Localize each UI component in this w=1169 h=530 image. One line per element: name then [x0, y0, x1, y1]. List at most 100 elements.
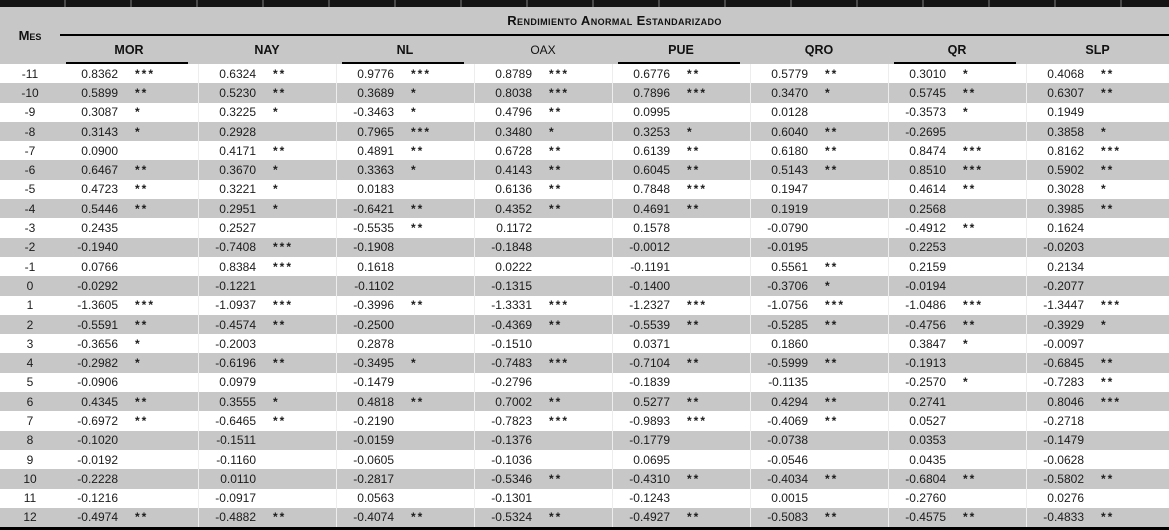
significance-stars: *** — [684, 179, 751, 200]
significance-stars — [1098, 430, 1169, 450]
significance-stars: ** — [822, 121, 889, 142]
significance-stars: * — [1098, 314, 1169, 335]
significance-stars — [1098, 334, 1169, 353]
significance-stars — [960, 237, 1027, 257]
abnormal-return-value: 0.8162 — [1047, 143, 1084, 158]
abnormal-return-value: -0.1511 — [198, 430, 270, 450]
significance-stars — [408, 430, 475, 450]
abnormal-return-value: -0.3573 — [905, 105, 946, 120]
abnormal-return-value: 0.8510 — [888, 160, 960, 180]
significance-stars: ** — [684, 507, 751, 528]
significance-stars — [960, 411, 1027, 431]
abnormal-return-value: -0.5535 — [353, 221, 394, 236]
significance-stars — [132, 276, 199, 296]
abnormal-return-value: 0.1172 — [496, 221, 532, 236]
abnormal-return-value: 0.8038 — [474, 83, 546, 103]
significance-stars — [132, 372, 199, 393]
significance-stars: ** — [546, 507, 613, 528]
month-value: 6 — [0, 392, 60, 412]
significance-stars: * — [960, 334, 1027, 354]
abnormal-return-value: 0.4171 — [219, 143, 256, 158]
significance-stars — [546, 218, 613, 238]
significance-stars — [270, 372, 337, 393]
month-value: 11 — [23, 491, 37, 506]
abnormal-return-value: 0.4796 — [495, 105, 532, 120]
significance-stars — [408, 314, 475, 335]
significance-stars: ** — [960, 469, 1027, 489]
significance-stars: ** — [132, 314, 199, 335]
significance-stars: * — [270, 392, 337, 412]
significance-stars — [408, 334, 475, 354]
month-value: -3 — [24, 221, 36, 236]
table-row: 12 -0.4974 ** -0.4882 ** -0.4074 ** -0.5324 ** -0… — [0, 507, 1169, 528]
abnormal-return-value: -0.1243 — [629, 491, 670, 506]
abnormal-return-value: -1.3447 — [1043, 298, 1084, 313]
abnormal-return-value: 0.0695 — [633, 452, 670, 467]
significance-stars: *** — [1098, 392, 1169, 412]
abnormal-return-value: 0.8362 — [81, 66, 118, 81]
significance-stars: * — [1098, 121, 1169, 142]
abnormal-return-value: 0.2527 — [219, 221, 256, 236]
significance-stars: ** — [546, 199, 613, 219]
abnormal-return-value: 0.3143 — [60, 121, 132, 142]
abnormal-return-value: 0.3363 — [336, 160, 408, 180]
significance-stars: ** — [1101, 66, 1115, 81]
significance-stars — [270, 218, 337, 238]
abnormal-return-value: 0.3253 — [612, 121, 684, 142]
significance-stars — [270, 121, 337, 142]
abnormal-return-value: -0.0192 — [77, 452, 118, 467]
abnormal-return-value: 0.7848 — [633, 182, 670, 197]
significance-stars — [822, 237, 889, 257]
abnormal-return-value: 0.3555 — [198, 392, 270, 412]
significance-stars — [684, 256, 751, 277]
abnormal-return-value: -0.4974 — [60, 507, 132, 528]
abnormal-return-value: -0.5324 — [474, 507, 546, 528]
abnormal-return-value: 0.5899 — [60, 83, 132, 103]
row-header-label: Mes — [0, 7, 60, 64]
abnormal-return-value: -1.0486 — [905, 298, 946, 313]
abnormal-return-value: 0.2741 — [888, 392, 960, 412]
significance-stars: * — [132, 121, 199, 142]
significance-stars — [684, 449, 751, 470]
abnormal-return-value: -0.0012 — [612, 237, 684, 257]
table-row: 4 -0.2982 * -0.6196 ** -0.3495 * -0.7483 *** -0.7… — [0, 353, 1169, 373]
significance-stars: ** — [132, 160, 199, 180]
significance-stars: *** — [822, 295, 889, 315]
significance-stars — [408, 256, 475, 277]
significance-stars: ** — [684, 141, 751, 161]
abnormal-return-value: 0.5446 — [60, 199, 132, 219]
table-row: -5 0.4723 ** 0.3221 * 0.0183 0.6136 ** 0.7848 ***… — [0, 179, 1169, 200]
abnormal-return-value: 0.0183 — [357, 182, 394, 197]
abnormal-return-value: 0.1624 — [1047, 221, 1084, 236]
month-value: -2 — [0, 237, 60, 257]
abnormal-return-value: -0.0738 — [750, 430, 822, 450]
abnormal-return-value: -0.5802 — [1026, 469, 1098, 489]
significance-stars: ** — [684, 199, 751, 219]
significance-stars: *** — [1101, 143, 1122, 158]
abnormal-return-value: -0.0159 — [336, 430, 408, 450]
significance-stars: *** — [546, 295, 613, 315]
table-row: -3 0.2435 0.2527 -0.5535 ** 0.1172 0.1578 -0.07… — [0, 218, 1169, 238]
abnormal-return-value: -0.2817 — [336, 469, 408, 489]
abnormal-return-value: -1.0756 — [767, 298, 808, 313]
abnormal-return-value: 0.8384 — [219, 259, 256, 274]
significance-stars — [546, 276, 613, 296]
abnormal-return-value: 0.2928 — [198, 121, 270, 142]
column-header-nay: NAY — [198, 35, 336, 64]
significance-stars: ** — [546, 102, 613, 122]
significance-stars — [1098, 103, 1169, 122]
table-body: -11 0.8362 *** 0.6324 ** 0.9776 *** 0.8789 *** 0.… — [0, 64, 1169, 528]
abnormal-return-value: -0.3656 — [77, 336, 118, 351]
significance-stars: ** — [132, 199, 199, 219]
column-group-underline — [342, 62, 464, 64]
abnormal-return-value: 0.1618 — [357, 259, 394, 274]
abnormal-return-value: 0.5902 — [1026, 160, 1098, 180]
abnormal-return-value: -0.1940 — [60, 237, 132, 257]
significance-stars — [822, 102, 889, 122]
abnormal-return-value: -1.0937 — [215, 298, 256, 313]
abnormal-return-value: -0.5539 — [612, 314, 684, 335]
significance-stars — [684, 488, 751, 508]
abnormal-return-value: -0.6421 — [336, 199, 408, 219]
significance-stars: ** — [1098, 199, 1169, 219]
month-value: 3 — [26, 336, 34, 351]
